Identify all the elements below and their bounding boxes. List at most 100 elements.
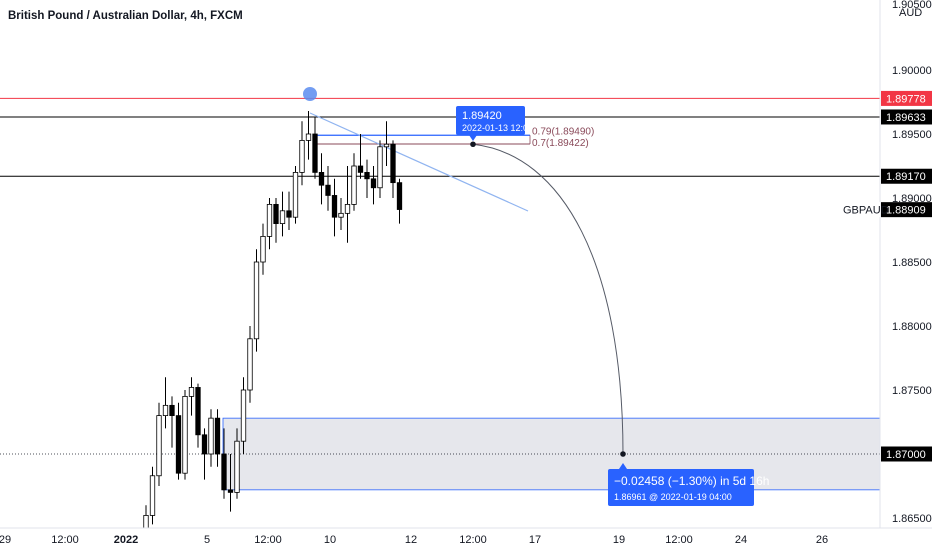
candle-body <box>318 171 325 186</box>
price-tick-label: 1.88500 <box>892 257 932 269</box>
candle <box>273 198 279 243</box>
candle <box>351 153 357 211</box>
candle-body <box>240 389 247 442</box>
candle-body <box>260 235 266 263</box>
candle-body <box>279 210 286 225</box>
target-price-label: 1.87000 <box>886 449 926 461</box>
candlestick-series <box>143 110 403 550</box>
candle <box>338 198 344 230</box>
candle-body <box>396 182 403 210</box>
candle <box>195 383 201 448</box>
candle-body <box>208 417 214 455</box>
candle-body <box>364 171 370 180</box>
price-label-black1-bg <box>881 109 932 125</box>
candle <box>182 390 188 480</box>
candle <box>175 402 182 480</box>
candle-body <box>377 146 383 189</box>
candle <box>208 409 214 467</box>
symbol-tag: GBPAUD <box>843 205 889 217</box>
candle <box>247 326 253 403</box>
candle-body <box>182 395 188 474</box>
candle-body <box>286 210 292 218</box>
projection-start-callout-bg <box>456 106 525 135</box>
price-label-red: 1.89778 <box>886 93 926 105</box>
time-tick-label: 5 <box>204 534 210 546</box>
demand-zone[interactable] <box>222 417 881 491</box>
candle-body <box>370 178 377 189</box>
candle-body <box>221 453 227 491</box>
candle-body <box>331 195 338 218</box>
candle-body <box>214 417 221 455</box>
time-tick-label: 2022 <box>114 534 138 546</box>
candle <box>214 409 221 467</box>
projection-start-callout-pointer <box>469 135 477 141</box>
candle-body <box>253 261 260 340</box>
candle-body <box>234 440 240 493</box>
time-tick-label: 12:00 <box>254 534 282 546</box>
time-tick-label: 12:00 <box>459 534 487 546</box>
candle-body <box>156 415 162 477</box>
candle <box>370 166 377 205</box>
price-tick-label: 1.89500 <box>892 129 932 141</box>
candle <box>331 178 338 237</box>
candle <box>396 178 403 224</box>
candle <box>292 166 299 224</box>
candle <box>201 428 208 480</box>
trend-line[interactable] <box>309 112 529 212</box>
candle <box>377 140 383 198</box>
candle <box>156 402 162 486</box>
price-tick-label: 1.88000 <box>892 321 932 333</box>
candle <box>169 396 175 448</box>
candle <box>234 428 240 499</box>
time-axis[interactable] <box>0 528 880 550</box>
candle-body <box>266 203 273 237</box>
projection-start-price: 1.89420 <box>462 110 502 122</box>
projection-end-point[interactable] <box>620 451 626 457</box>
time-tick-label: 26 <box>816 534 828 546</box>
candle <box>253 249 260 352</box>
projection-result-callout-pointer <box>619 463 627 469</box>
fib-label-07: 0.7(1.89422) <box>532 138 589 149</box>
time-tick-label: 19 <box>613 534 625 546</box>
price-tick-label: 1.89000 <box>892 193 932 205</box>
price-label-black1: 1.89633 <box>886 112 926 124</box>
candle <box>299 121 305 186</box>
candle <box>162 377 169 429</box>
time-tick-label: 12:00 <box>665 534 693 546</box>
time-tick-label: 29 <box>0 534 11 546</box>
fib-label-079: 0.79(1.89490) <box>532 126 594 137</box>
candle <box>325 166 331 211</box>
candle <box>312 117 318 179</box>
top-price-partial: 1.90500 <box>892 0 932 11</box>
price-label-black2: 1.89170 <box>886 171 926 183</box>
candle-body <box>201 434 208 455</box>
projection-start-point[interactable] <box>470 141 476 148</box>
price-axis[interactable] <box>880 0 932 528</box>
candle <box>188 377 195 416</box>
candle-body <box>292 171 299 218</box>
time-tick-label: 17 <box>529 534 541 546</box>
time-tick-label: 12:00 <box>51 534 79 546</box>
current-price-label: 1.88909 <box>886 205 926 217</box>
candle-body <box>149 475 156 516</box>
swing-high-marker[interactable] <box>303 87 317 101</box>
candle-body <box>357 165 364 173</box>
candle-body <box>247 338 253 391</box>
candle <box>279 191 286 237</box>
candle <box>318 153 325 205</box>
candle <box>149 466 156 525</box>
candle-body <box>175 415 182 474</box>
candle-body <box>390 143 396 184</box>
candle-body <box>312 133 318 173</box>
candle-body <box>383 143 390 148</box>
candle <box>390 140 396 198</box>
current-price-label-bg <box>881 202 932 218</box>
projection-result-change: −0.02458 (−1.30%) in 5d 16h <box>614 474 769 488</box>
projection-arc[interactable] <box>472 143 624 455</box>
price-tick-label: 1.87500 <box>892 385 932 397</box>
candle <box>383 121 390 166</box>
candle-body <box>188 387 195 397</box>
candle <box>357 134 364 179</box>
time-axis-ticks: 29 12:00 2022 5 12:00 10 12 12:00 17 19 12:00 24 26 <box>0 534 828 546</box>
